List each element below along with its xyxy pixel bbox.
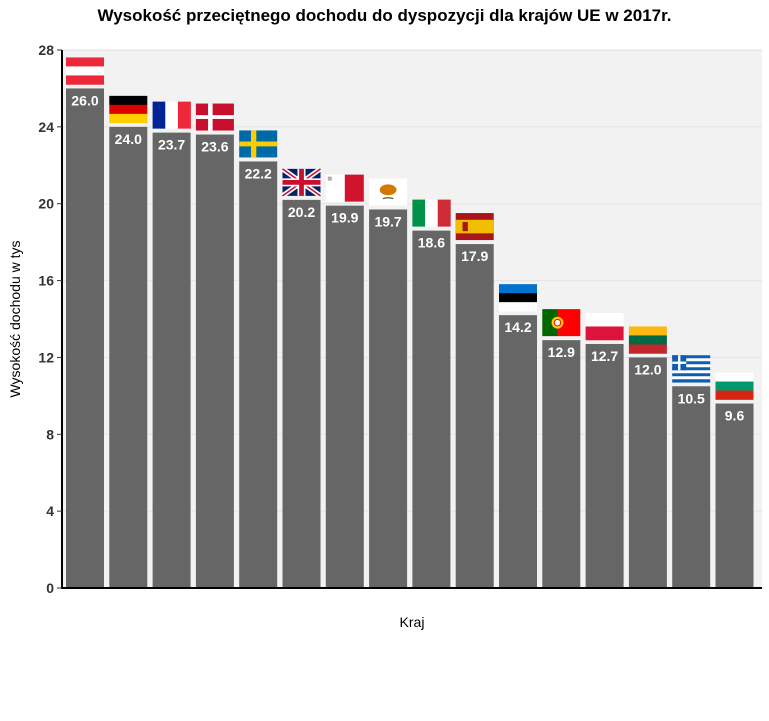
denmark-flag-icon (195, 103, 234, 131)
portugal-flag-icon (542, 309, 581, 337)
bar-cypr (369, 209, 408, 588)
y-tick-label: 20 (38, 196, 54, 212)
value-label-polska: 12.7 (591, 348, 618, 364)
sweden-flag-icon (239, 130, 278, 158)
value-label-francja: 23.7 (158, 137, 185, 153)
bar-portugalia (542, 340, 581, 588)
bar-austria (66, 88, 104, 588)
y-tick-label: 28 (38, 42, 54, 58)
bar-dania (195, 134, 234, 589)
estonia-flag-icon (499, 284, 537, 312)
y-tick-label: 16 (38, 273, 54, 289)
bar-litwa (628, 357, 667, 588)
bulgaria-flag-icon (715, 372, 754, 400)
value-label-hiszpania: 17.9 (461, 248, 488, 264)
bar-w-ochy (412, 230, 451, 588)
value-labels-group: 26.0 24.0 23.7 23.6 22.2 20.2 19.9 19.7 18.6 17.9… (71, 92, 744, 423)
value-label-niemcy: 24.0 (115, 131, 142, 147)
value-label-wielka-brytania: 20.2 (288, 204, 315, 220)
lithuania-flag-icon (628, 326, 667, 354)
bar-szwecja (239, 161, 278, 588)
flags-group (66, 57, 754, 400)
france-flag-icon (152, 101, 191, 129)
y-axis-title: Wysokość dochodu w tys (7, 240, 23, 397)
value-label-dania: 23.6 (201, 139, 228, 155)
chart-title: Wysokość przeciętnego dochodu do dyspozy… (97, 6, 672, 25)
poland-flag-icon (585, 312, 624, 341)
y-tick-label: 4 (46, 503, 54, 519)
value-label-cypr: 19.7 (374, 213, 401, 229)
cyprus-flag-icon (369, 178, 408, 206)
bar-bu-garia (715, 403, 754, 588)
bar-wielka-brytania (282, 199, 321, 588)
value-label-w-ochy: 18.6 (418, 235, 445, 251)
value-label-bu-garia: 9.6 (725, 408, 745, 424)
value-label-estonia: 14.2 (504, 319, 531, 335)
bar-niemcy (109, 126, 148, 588)
value-label-austria: 26.0 (71, 92, 98, 108)
uk-flag-icon (281, 166, 322, 198)
bar-estonia (499, 315, 537, 588)
value-label-portugalia: 12.9 (548, 344, 575, 360)
y-ticks-group: 0 4 8 12 16 20 24 28 (38, 42, 62, 596)
bar-malta (325, 205, 364, 588)
value-label-litwa: 12.0 (634, 361, 661, 377)
y-tick-label: 24 (38, 119, 54, 135)
bars-group (66, 88, 754, 589)
greece-flag-icon (672, 355, 711, 383)
y-tick-label: 12 (38, 349, 54, 365)
italy-flag-icon (412, 199, 451, 227)
value-label-szwecja: 22.2 (245, 165, 272, 181)
malta-flag-icon (325, 174, 364, 202)
bar-grecja (672, 386, 711, 588)
bar-polska (585, 343, 624, 588)
y-tick-label: 0 (46, 580, 54, 596)
y-tick-label: 8 (46, 426, 54, 442)
bar-francja (152, 132, 191, 588)
germany-flag-icon (109, 95, 148, 124)
value-label-malta: 19.9 (331, 210, 358, 226)
x-axis-title: Kraj (400, 614, 425, 630)
bar-hiszpania (455, 244, 494, 589)
austria-flag-icon (66, 57, 104, 85)
spain-flag-icon (455, 213, 494, 241)
value-label-grecja: 10.5 (678, 390, 705, 406)
